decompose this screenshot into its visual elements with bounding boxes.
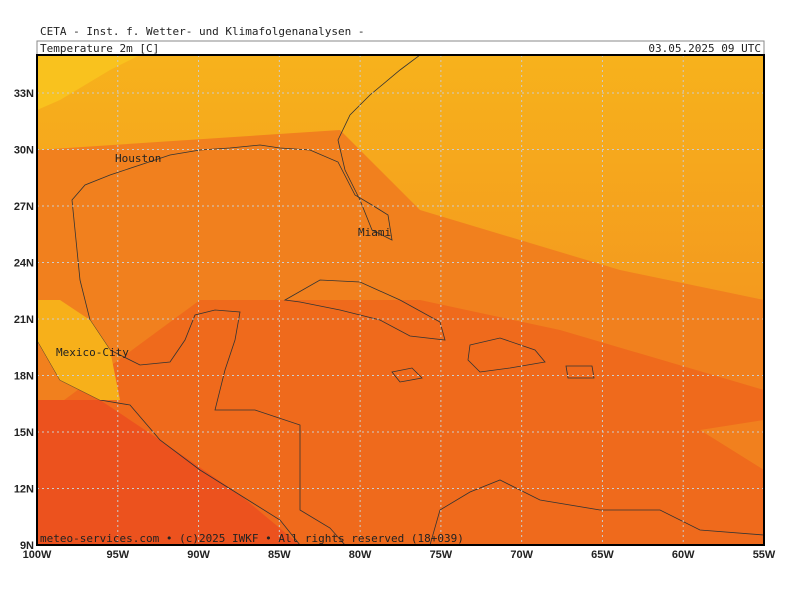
lat-tick-label: 21N (14, 314, 34, 326)
lon-tick-label: 95W (106, 549, 129, 561)
lon-tick-label: 55W (753, 549, 776, 561)
lon-tick-label: 85W (268, 549, 291, 561)
hispaniola (467, 337, 546, 373)
puerto-rico (565, 365, 595, 379)
lat-tick-label: 27N (14, 201, 34, 213)
lon-tick-label: 70W (510, 549, 533, 561)
lat-tick-label: 15N (14, 427, 34, 439)
cool-north (37, 55, 140, 110)
lat-tick-label: 18N (14, 371, 34, 383)
cuba (283, 279, 446, 341)
lon-tick-label: 75W (430, 549, 453, 561)
subheader-right: 03.05.2025 09 UTC (648, 42, 761, 55)
lon-tick-label: 65W (591, 549, 614, 561)
lon-tick-label: 100W (23, 549, 52, 561)
subheader-left: Temperature 2m [C] (40, 42, 159, 55)
map (37, 55, 764, 545)
lat-tick-label: 9N (20, 540, 34, 552)
lat-tick-label: 12N (14, 484, 34, 496)
lon-tick-label: 80W (349, 549, 372, 561)
lon-tick-label: 60W (672, 549, 695, 561)
lon-tick-label: 90W (187, 549, 210, 561)
lat-tick-label: 33N (14, 88, 34, 100)
city-label: Mexico-City (56, 346, 129, 359)
lat-tick-label: 30N (14, 145, 34, 157)
city-label: Houston (115, 152, 161, 165)
map-frame (36, 54, 765, 546)
south-america (429, 479, 764, 545)
lat-tick-label: 24N (14, 258, 34, 270)
jamaica (391, 367, 423, 383)
pacific (37, 400, 300, 545)
footer: meteo-services.com • (c)2025 IWKF • All … (40, 532, 464, 545)
header-title: CETA - Inst. f. Wetter- und Klimafolgena… (40, 25, 365, 38)
city-label: Miami (358, 226, 391, 239)
